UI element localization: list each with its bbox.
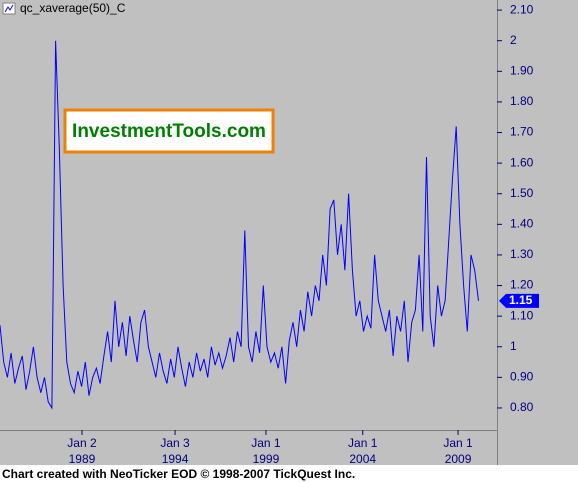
annotation-box xyxy=(63,108,275,154)
y-tick-label: 0.80 xyxy=(510,400,534,414)
x-tick-year: 1989 xyxy=(69,452,96,466)
annotation: InvestmentTools.com xyxy=(72,121,266,142)
y-tick-label: 2 xyxy=(510,33,517,47)
series-line xyxy=(0,40,479,410)
x-tick-label: Jan 1 xyxy=(443,436,473,450)
y-tick-label: 1.50 xyxy=(510,186,534,200)
y-tick-label: 1.10 xyxy=(510,308,534,322)
y-tick-label: 1 xyxy=(510,339,517,353)
x-tick-year: 1994 xyxy=(162,452,189,466)
legend-label: qc_xaverage(50)_C xyxy=(20,1,126,15)
x-tick-year: 2004 xyxy=(349,452,376,466)
x-tick-label: Jan 1 xyxy=(251,436,281,450)
last-value-label: 1.15 xyxy=(509,293,533,307)
background xyxy=(0,0,578,465)
x-tick-label: Jan 2 xyxy=(67,436,97,450)
y-tick-label: 1.70 xyxy=(510,125,534,139)
x-tick-year: 2009 xyxy=(445,452,472,466)
y-tick-label: 1.40 xyxy=(510,217,534,231)
legend-icon-line xyxy=(4,4,14,13)
x-tick-year: 1999 xyxy=(253,452,280,466)
y-tick-label: 1.60 xyxy=(510,155,534,169)
y-tick-label: 2.10 xyxy=(510,2,534,16)
last-value-marker xyxy=(499,293,539,308)
y-tick-label: 1.90 xyxy=(510,63,534,77)
x-tick-label: Jan 1 xyxy=(348,436,378,450)
footer: Chart created with NeoTicker EOD © 1998-… xyxy=(2,467,355,481)
y-tick-label: 1.20 xyxy=(510,278,534,292)
y-tick-label: 0.90 xyxy=(510,370,534,384)
y-tick-label: 1.30 xyxy=(510,247,534,261)
x-tick-label: Jan 3 xyxy=(160,436,190,450)
y-tick-label: 1.80 xyxy=(510,94,534,108)
